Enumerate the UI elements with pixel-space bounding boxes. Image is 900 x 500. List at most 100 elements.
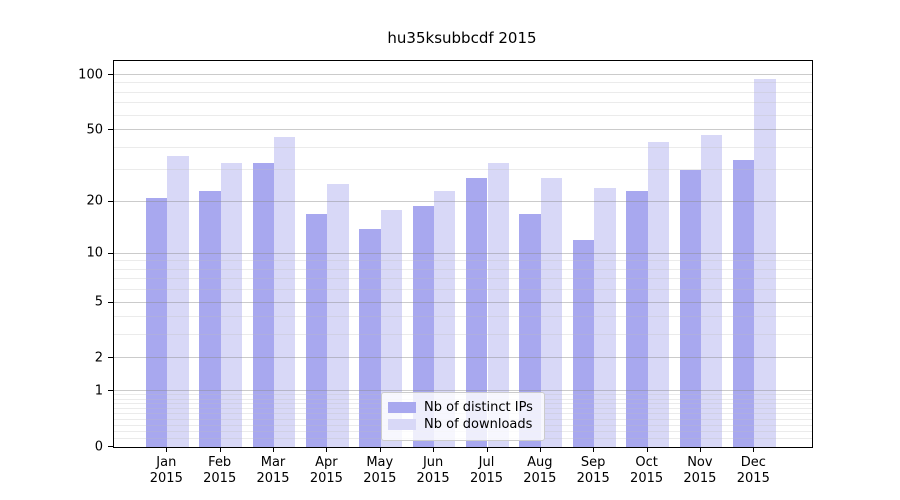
bar-distinct-ips-nov xyxy=(679,170,701,447)
y-tick-mark xyxy=(108,446,113,447)
legend: Nb of distinct IPs Nb of downloads xyxy=(381,392,545,441)
gridline-major xyxy=(114,129,812,131)
y-tick-label: 20 xyxy=(86,193,103,209)
x-tick-year: 2015 xyxy=(149,471,183,486)
x-tick-year: 2015 xyxy=(736,471,770,486)
y-tick-label: 100 xyxy=(78,67,103,82)
y-tick-mark xyxy=(108,357,113,359)
x-tick-year: 2015 xyxy=(523,471,557,486)
x-tick-year: 2015 xyxy=(363,471,397,486)
y-tick-mark xyxy=(108,301,113,303)
x-tick-mark xyxy=(646,447,648,452)
bar-distinct-ips-sep xyxy=(572,240,595,447)
bar-downloads-jun xyxy=(434,190,456,447)
legend-swatch-icon xyxy=(388,402,416,413)
x-tick-year: 2015 xyxy=(576,471,610,486)
x-tick-month: Jul xyxy=(478,455,495,470)
bar-downloads-may xyxy=(380,209,403,447)
x-tick-year: 2015 xyxy=(309,471,343,486)
x-tick-mark xyxy=(326,447,328,452)
y-tick-label: 5 xyxy=(94,294,103,310)
x-tick-label-dec: Dec 2015 xyxy=(723,455,783,487)
x-tick-month: Aug xyxy=(527,455,553,470)
bar-downloads-apr xyxy=(327,184,349,447)
bar-distinct-ips-mar xyxy=(252,162,274,447)
gridline-major xyxy=(114,74,812,75)
x-tick-label-apr: Apr 2015 xyxy=(296,455,356,487)
x-tick-month: Apr xyxy=(315,455,338,470)
bar-distinct-ips-jan xyxy=(145,197,168,447)
y-tick-label: 1 xyxy=(94,383,103,399)
bar-downloads-dec xyxy=(754,79,776,447)
bar-downloads-jul xyxy=(487,162,509,447)
x-tick-month: Mar xyxy=(260,455,286,470)
gridline-minor xyxy=(114,102,812,104)
legend-item-distinct-ips: Nb of distinct IPs xyxy=(388,400,536,415)
x-tick-mark xyxy=(486,447,488,452)
legend-item-downloads: Nb of downloads xyxy=(388,417,536,432)
x-tick-label-feb: Feb 2015 xyxy=(190,455,250,487)
x-tick-mark xyxy=(166,447,168,452)
bar-distinct-ips-feb xyxy=(199,190,221,447)
bar-downloads-sep xyxy=(594,187,616,447)
x-tick-label-jan: Jan 2015 xyxy=(136,455,196,487)
x-tick-label-oct: Oct 2015 xyxy=(617,455,677,487)
x-tick-year: 2015 xyxy=(416,471,450,486)
bar-downloads-oct xyxy=(647,142,669,447)
x-tick-month: Feb xyxy=(208,455,232,470)
x-tick-label-jul: Jul 2015 xyxy=(457,455,517,487)
bar-downloads-nov xyxy=(700,135,723,447)
x-tick-year: 2015 xyxy=(469,471,504,486)
x-tick-mark xyxy=(219,447,221,452)
bar-downloads-jan xyxy=(167,155,189,447)
legend-label: Nb of downloads xyxy=(424,417,533,432)
y-tick-label: 2 xyxy=(94,350,103,366)
bar-downloads-feb xyxy=(220,162,243,447)
y-tick-mark xyxy=(108,74,113,75)
x-tick-month: Nov xyxy=(687,455,713,470)
bar-distinct-ips-may xyxy=(359,228,381,447)
bar-downloads-aug xyxy=(540,178,563,447)
x-tick-month: May xyxy=(366,455,394,470)
bar-distinct-ips-apr xyxy=(306,214,328,447)
y-tick-label: 0 xyxy=(94,439,103,454)
y-tick-mark xyxy=(108,252,113,254)
gridline-minor xyxy=(114,91,812,93)
x-tick-month: Dec xyxy=(740,455,766,470)
x-tick-label-may: May 2015 xyxy=(350,455,410,487)
x-tick-month: Jan xyxy=(156,455,177,470)
x-tick-year: 2015 xyxy=(256,471,290,486)
x-tick-month: Sep xyxy=(580,455,606,470)
x-tick-month: Jun xyxy=(422,455,444,470)
x-tick-label-nov: Nov 2015 xyxy=(670,455,730,487)
x-tick-label-mar: Mar 2015 xyxy=(243,455,303,487)
x-tick-mark xyxy=(539,447,541,452)
x-tick-label-sep: Sep 2015 xyxy=(563,455,623,487)
x-tick-label-aug: Aug 2015 xyxy=(510,455,570,487)
y-tick-mark xyxy=(108,200,113,202)
legend-swatch-icon xyxy=(388,419,416,430)
y-tick-mark xyxy=(108,390,113,392)
bar-distinct-ips-jun xyxy=(412,205,435,447)
x-tick-mark xyxy=(753,447,755,452)
bar-downloads-mar xyxy=(274,136,296,447)
bar-distinct-ips-dec xyxy=(732,160,755,447)
x-tick-mark xyxy=(593,447,595,452)
x-tick-mark xyxy=(433,447,435,452)
x-tick-year: 2015 xyxy=(683,471,717,486)
plot-area xyxy=(113,60,813,448)
x-tick-mark xyxy=(379,447,381,452)
bar-distinct-ips-oct xyxy=(626,190,648,447)
x-tick-label-jun: Jun 2015 xyxy=(403,455,463,487)
legend-label: Nb of distinct IPs xyxy=(424,400,533,415)
gridline-minor xyxy=(114,82,812,84)
y-tick-label: 10 xyxy=(86,245,103,261)
chart-title: hu35ksubbcdf 2015 xyxy=(387,29,537,47)
y-tick-label: 50 xyxy=(86,122,103,138)
x-tick-mark xyxy=(273,447,274,452)
x-tick-month: Oct xyxy=(635,455,658,470)
gridline-minor xyxy=(114,114,812,116)
x-tick-mark xyxy=(699,447,701,452)
x-tick-year: 2015 xyxy=(203,471,237,486)
